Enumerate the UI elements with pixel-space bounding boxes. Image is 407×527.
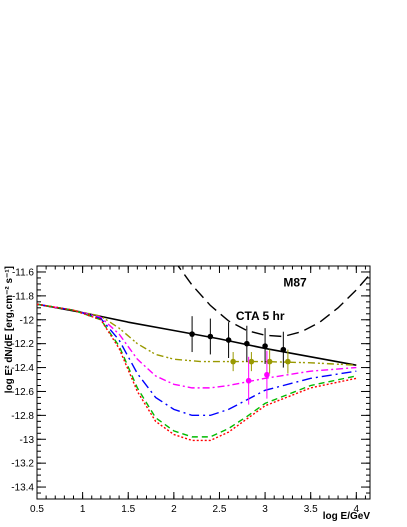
- data-point: [230, 358, 236, 365]
- series-layer: [37, 266, 370, 442]
- error-bar-layer: [189, 316, 291, 405]
- series-line-0: [177, 266, 370, 338]
- x-tick-label: 1: [80, 504, 86, 515]
- data-point: [262, 343, 268, 349]
- data-point: [225, 337, 232, 343]
- y-tick-label: -13.4: [11, 483, 34, 494]
- x-axis-title: log E/GeV: [323, 511, 371, 522]
- plot-frame: [36, 265, 371, 500]
- series-line-6: [37, 303, 357, 442]
- data-point: [248, 358, 255, 365]
- x-tick-label: 2: [171, 504, 177, 515]
- y-tick-label: -12.6: [11, 387, 34, 398]
- data-point: [245, 377, 252, 384]
- y-tick-label: -11.6: [12, 267, 34, 278]
- series-line-2: [37, 303, 357, 366]
- annotation-m87: M87: [283, 275, 307, 289]
- y-tick-label: -12: [20, 315, 35, 326]
- y-tick-label: -11.8: [12, 291, 34, 302]
- data-point: [264, 371, 270, 378]
- x-tick-label: 3.5: [304, 504, 318, 515]
- y-tick-label: -13: [20, 435, 35, 446]
- data-point: [280, 346, 287, 353]
- data-point: [244, 340, 250, 347]
- y-axis-title: log E² dN/dE [erg,cm⁻² s⁻¹]: [4, 266, 15, 393]
- series-line-5: [37, 303, 357, 438]
- series-line-3: [37, 303, 357, 389]
- x-tick-label: 1.5: [121, 504, 135, 515]
- data-point: [285, 358, 291, 365]
- y-tick-label: -12.8: [11, 411, 34, 422]
- x-tick-label: 2.5: [213, 504, 227, 515]
- series-line-1: [37, 303, 357, 366]
- axis-ticks: [36, 265, 370, 500]
- series-line-4: [37, 303, 357, 417]
- data-point: [189, 331, 195, 337]
- tick-labels: 0.5 1 1.5 2 2.5 3 3.5 4 -13.4 -13.2 -13 -12.8 -12.6 -…: [11, 267, 359, 515]
- y-tick-label: -12.4: [11, 363, 34, 374]
- y-tick-label: -12.2: [11, 339, 34, 350]
- x-tick-label: 3: [262, 504, 268, 515]
- x-tick-label: 4: [354, 504, 360, 515]
- x-tick-label: 0.5: [30, 504, 44, 515]
- data-point: [266, 358, 273, 365]
- data-point: [207, 333, 214, 340]
- y-tick-label: -13.2: [11, 459, 34, 470]
- annotation-cta: CTA 5 hr: [236, 309, 285, 323]
